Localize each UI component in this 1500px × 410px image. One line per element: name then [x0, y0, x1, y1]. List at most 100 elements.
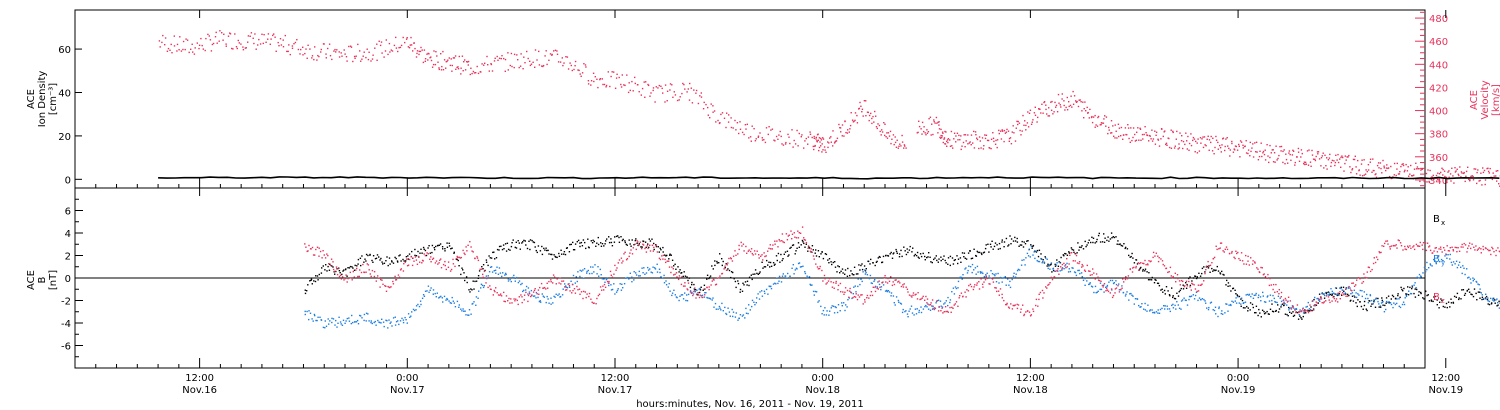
- bz-point: [385, 285, 387, 287]
- by-point: [1464, 273, 1466, 276]
- by-point: [477, 297, 479, 299]
- bx-point: [579, 242, 581, 244]
- bz-point: [1231, 250, 1233, 253]
- bz-point: [1359, 277, 1361, 280]
- velocity-point: [270, 38, 272, 40]
- bz-point: [487, 286, 489, 289]
- bz-point: [1125, 276, 1127, 278]
- velocity-point: [311, 57, 313, 59]
- bz-point: [572, 289, 574, 292]
- by-point: [898, 301, 900, 303]
- velocity-point: [940, 134, 942, 137]
- bx-point: [1300, 317, 1302, 319]
- velocity-point: [340, 52, 342, 54]
- velocity-point: [1315, 155, 1317, 158]
- bz-point: [349, 271, 351, 274]
- bx-point: [1280, 306, 1282, 308]
- bz-point: [1209, 264, 1212, 266]
- bx-point: [453, 252, 455, 254]
- bz-point: [1078, 262, 1080, 265]
- velocity-point: [567, 68, 570, 70]
- by-point: [1418, 273, 1421, 276]
- bz-point: [492, 294, 494, 296]
- bz-point: [839, 282, 842, 285]
- velocity-point: [1260, 142, 1262, 144]
- velocity-point: [820, 145, 822, 147]
- bz-point: [1462, 246, 1464, 248]
- bz-point: [1362, 281, 1365, 283]
- bx-point: [783, 253, 785, 255]
- bz-point: [932, 307, 934, 310]
- bx-point: [1009, 235, 1011, 237]
- velocity-point: [1029, 109, 1032, 111]
- by-point: [927, 303, 929, 305]
- by-point: [580, 270, 583, 272]
- bx-point: [1027, 240, 1029, 242]
- by-point: [1262, 295, 1264, 297]
- bx-point: [1387, 295, 1390, 297]
- by-point: [313, 313, 316, 316]
- bz-point: [629, 252, 631, 254]
- bx-point: [954, 259, 956, 261]
- bz-point: [668, 260, 670, 262]
- by-point: [1078, 269, 1080, 272]
- bx-point: [637, 244, 639, 247]
- velocity-point: [391, 50, 394, 52]
- bz-point: [1148, 260, 1150, 262]
- velocity-point: [288, 44, 290, 46]
- velocity-point: [538, 64, 541, 66]
- velocity-point: [194, 47, 196, 49]
- by-point: [668, 282, 670, 285]
- bx-point: [1414, 296, 1417, 298]
- by-point: [968, 265, 970, 267]
- bx-point: [659, 247, 661, 249]
- velocity-point: [672, 96, 674, 98]
- bx-point: [914, 253, 916, 256]
- bx-point: [482, 268, 484, 270]
- velocity-point: [169, 49, 171, 51]
- by-point: [348, 317, 350, 319]
- bz-point: [328, 263, 330, 265]
- velocity-point: [453, 57, 456, 59]
- by-point: [451, 296, 453, 299]
- field-tick-label: 0: [65, 274, 71, 285]
- velocity-point: [1213, 153, 1215, 155]
- by-point: [886, 290, 888, 293]
- bz-point: [1093, 272, 1095, 274]
- bx-point: [316, 275, 319, 277]
- bz-point: [1003, 299, 1005, 302]
- bx-point: [531, 239, 533, 242]
- bz-point: [793, 232, 795, 234]
- bx-point: [1043, 262, 1046, 264]
- by-point: [1266, 296, 1268, 298]
- bz-point: [929, 304, 932, 306]
- bx-point: [1038, 249, 1041, 251]
- bz-point: [630, 249, 632, 251]
- bx-point: [386, 256, 388, 258]
- velocity-point: [1252, 143, 1254, 145]
- by-point: [1197, 299, 1199, 302]
- by-point: [480, 287, 482, 289]
- by-point: [1458, 261, 1461, 263]
- velocity-point: [1032, 119, 1034, 121]
- bx-point: [376, 254, 379, 256]
- by-point: [1392, 306, 1394, 309]
- velocity-point: [405, 38, 408, 40]
- velocity-point: [1194, 151, 1196, 153]
- bz-point: [1447, 250, 1450, 252]
- bz-point: [482, 273, 484, 276]
- bx-point: [1212, 270, 1214, 272]
- velocity-point: [380, 41, 383, 43]
- bx-point: [934, 257, 936, 259]
- by-point: [1089, 283, 1091, 285]
- by-point: [1016, 269, 1019, 272]
- bx-point: [959, 257, 962, 259]
- velocity-point: [406, 37, 408, 39]
- bz-point: [527, 294, 530, 297]
- bx-point: [867, 260, 870, 263]
- bz-point: [1473, 246, 1475, 248]
- bz-point: [886, 282, 889, 284]
- bz-point: [724, 265, 726, 267]
- bx-point: [1078, 246, 1081, 248]
- velocity-point: [1215, 135, 1217, 138]
